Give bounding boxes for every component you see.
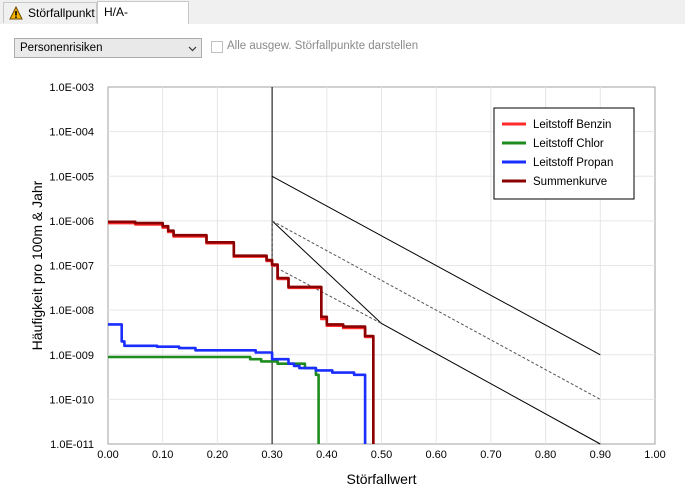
x-tick-label: 0.10 [152, 449, 173, 461]
x-tick-label: 0.30 [261, 449, 282, 461]
x-tick-label: 0.80 [535, 449, 556, 461]
reference-line [271, 175, 601, 356]
legend-entry: Summenkurve [533, 176, 607, 188]
y-tick-label: 1.0E-006 [49, 216, 94, 228]
legend: Leitstoff Benzin Leitstoff Chlor Leitstoff… [493, 107, 635, 200]
reference-line [271, 220, 601, 445]
y-tick-label: 1.0E-010 [49, 394, 94, 406]
x-tick-label: 0.20 [207, 449, 228, 461]
tab-stoerfallpunkt[interactable]: Störfallpunkt [3, 2, 97, 23]
tab-bar: Störfallpunkt H/A-Diagramm [0, 0, 685, 40]
y-axis-label: Häufigkeit pro 100m & Jahr [29, 180, 45, 350]
show-all-label: Alle ausgew. Störfallpunkte darstellen [227, 40, 419, 52]
y-tick-label: 1.0E-011 [50, 439, 94, 451]
risk-type-dropdown[interactable]: Personenrisiken [14, 38, 202, 58]
legend-entry: Leitstoff Chlor [533, 138, 604, 150]
x-tick-label: 0.40 [316, 449, 337, 461]
y-tick-label: 1.0E-003 [49, 82, 94, 94]
y-tick-label: 1.0E-008 [49, 305, 94, 317]
dropdown-value: Personenrisiken [20, 42, 103, 54]
series-line-summenkurve [108, 220, 375, 444]
x-axis-label: Störfallwert [346, 471, 416, 487]
show-all-checkbox[interactable] [211, 41, 223, 53]
x-tick-label: 0.50 [371, 449, 392, 461]
legend-entry: Leitstoff Benzin [533, 119, 611, 131]
warning-icon [9, 6, 23, 20]
y-tick-label: 1.0E-007 [49, 261, 94, 273]
x-tick-label: 1.00 [644, 449, 665, 461]
x-tick-label: 0.00 [97, 449, 118, 461]
x-tick-label: 0.60 [425, 449, 446, 461]
reference-line [271, 220, 601, 400]
tab-label: Störfallpunkt [28, 6, 95, 20]
chevron-down-icon [188, 46, 197, 52]
series-line-leitstoff-propan [108, 323, 367, 444]
x-tick-label: 0.70 [480, 449, 501, 461]
x-tick-label: 0.90 [590, 449, 611, 461]
reference-line [271, 265, 382, 324]
y-tick-label: 1.0E-009 [49, 350, 94, 362]
y-tick-label: 1.0E-004 [49, 127, 94, 139]
legend-entry: Leitstoff Propan [533, 157, 613, 169]
y-tick-label: 1.0E-005 [49, 171, 94, 183]
